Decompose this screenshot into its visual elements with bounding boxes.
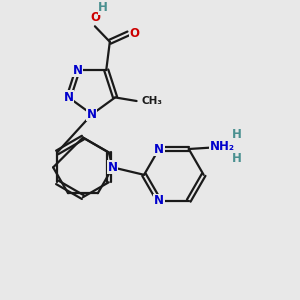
Text: N: N	[87, 108, 97, 121]
Text: O: O	[129, 27, 139, 40]
Text: H: H	[98, 1, 108, 14]
Text: H: H	[232, 152, 242, 165]
Text: O: O	[90, 11, 100, 25]
Text: N: N	[154, 194, 164, 207]
Text: N: N	[73, 64, 82, 76]
Text: N: N	[154, 142, 164, 155]
Text: N: N	[64, 91, 74, 104]
Text: H: H	[232, 128, 242, 141]
Text: NH₂: NH₂	[210, 140, 235, 152]
Text: N: N	[108, 161, 118, 174]
Text: CH₃: CH₃	[142, 96, 163, 106]
